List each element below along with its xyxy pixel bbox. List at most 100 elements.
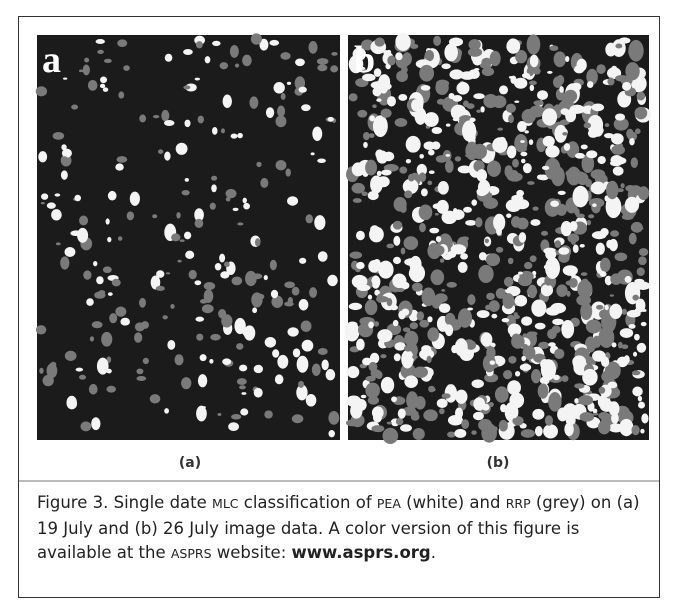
class-blob xyxy=(413,366,428,377)
class-blob xyxy=(561,221,572,236)
class-blob xyxy=(511,334,525,348)
class-blob xyxy=(476,110,481,113)
class-blob xyxy=(62,149,72,158)
class-blob xyxy=(441,289,445,292)
class-blob xyxy=(446,123,451,126)
class-blob xyxy=(183,49,193,55)
class-blob xyxy=(331,52,337,56)
class-blob xyxy=(398,94,407,101)
class-blob xyxy=(419,172,426,182)
class-blob xyxy=(368,321,374,328)
class-blob xyxy=(564,90,577,103)
class-blob xyxy=(50,362,56,368)
class-blob xyxy=(239,365,247,372)
class-blob xyxy=(47,202,56,208)
class-blob xyxy=(600,258,611,273)
class-blob xyxy=(471,199,477,205)
class-blob xyxy=(462,120,476,141)
class-blob xyxy=(634,279,644,284)
class-blob xyxy=(65,351,77,361)
class-blob xyxy=(562,375,569,382)
class-blob xyxy=(252,307,257,313)
class-blob xyxy=(613,166,624,175)
class-blob xyxy=(308,41,317,54)
class-blob xyxy=(561,320,574,338)
class-blob xyxy=(127,211,134,220)
class-blob xyxy=(249,96,258,108)
class-blob xyxy=(406,159,411,163)
class-blob xyxy=(266,107,274,118)
class-blob xyxy=(64,247,75,257)
class-blob xyxy=(394,353,401,361)
class-blob xyxy=(476,188,487,197)
class-blob xyxy=(204,289,214,303)
class-blob xyxy=(580,412,594,422)
class-blob xyxy=(38,151,47,162)
class-blob xyxy=(453,118,460,121)
class-blob xyxy=(318,348,328,355)
class-blob xyxy=(597,156,605,164)
class-blob xyxy=(200,354,207,361)
class-blob xyxy=(573,186,589,208)
class-blob xyxy=(492,137,507,153)
class-blob xyxy=(435,213,439,216)
class-blob xyxy=(182,190,190,195)
class-blob xyxy=(91,417,100,430)
class-blob xyxy=(569,278,578,288)
class-blob xyxy=(610,230,619,237)
class-blob xyxy=(139,298,146,308)
caption-abbr: ASPRS xyxy=(171,546,212,561)
class-blob xyxy=(615,253,628,262)
class-blob xyxy=(287,82,291,85)
class-blob xyxy=(233,208,239,211)
class-blob xyxy=(506,104,516,113)
class-blob xyxy=(615,113,625,120)
class-blob xyxy=(264,410,272,418)
class-blob xyxy=(306,214,313,223)
class-blob xyxy=(535,426,543,436)
class-blob xyxy=(292,414,304,423)
class-blob xyxy=(287,327,298,336)
class-blob xyxy=(634,334,640,341)
class-blob xyxy=(396,288,404,292)
class-blob xyxy=(183,85,190,89)
class-blob xyxy=(477,310,490,318)
class-blob xyxy=(417,311,424,320)
class-blob xyxy=(83,270,91,279)
class-blob xyxy=(435,80,448,95)
class-blob xyxy=(571,83,581,91)
class-blob xyxy=(558,191,566,195)
class-blob xyxy=(525,130,529,133)
class-blob xyxy=(270,260,277,270)
class-blob xyxy=(429,170,435,174)
class-blob xyxy=(548,392,561,412)
class-blob xyxy=(625,197,639,213)
caption-link: www.asprs.org xyxy=(292,543,431,562)
class-blob xyxy=(280,52,290,60)
class-blob xyxy=(551,166,565,186)
class-blob xyxy=(115,163,123,170)
class-blob xyxy=(415,396,426,409)
class-blob xyxy=(433,36,441,46)
class-blob xyxy=(328,117,334,122)
class-blob xyxy=(395,33,410,51)
class-blob xyxy=(166,272,170,274)
class-blob xyxy=(275,374,283,384)
class-blob xyxy=(437,398,448,408)
class-blob xyxy=(242,55,252,66)
class-blob xyxy=(635,128,641,134)
class-blob xyxy=(631,222,643,233)
class-blob xyxy=(592,104,604,112)
class-blob xyxy=(632,387,642,397)
class-blob xyxy=(163,315,168,319)
class-blob xyxy=(548,253,553,257)
class-blob xyxy=(328,430,334,437)
class-blob xyxy=(56,242,61,245)
class-blob xyxy=(377,329,392,342)
class-blob xyxy=(391,396,397,402)
class-blob xyxy=(491,314,497,319)
class-blob xyxy=(83,64,90,75)
class-blob xyxy=(103,266,112,273)
class-blob xyxy=(465,220,476,226)
class-blob xyxy=(347,322,357,328)
